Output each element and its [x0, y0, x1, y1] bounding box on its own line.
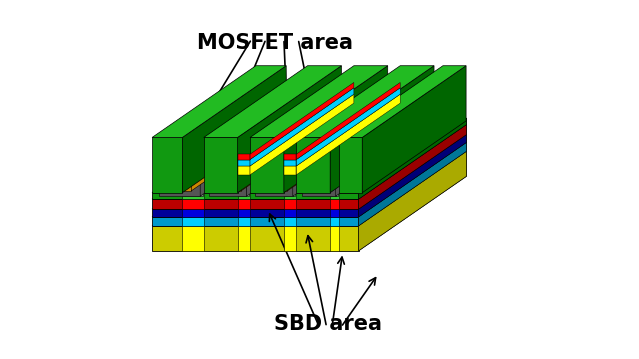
Polygon shape: [159, 178, 200, 196]
Bar: [182, 217, 204, 226]
Polygon shape: [296, 66, 434, 137]
Bar: [284, 154, 296, 159]
Bar: [238, 177, 249, 196]
Polygon shape: [152, 137, 182, 193]
Bar: [238, 154, 250, 159]
Polygon shape: [209, 107, 350, 178]
Polygon shape: [261, 183, 288, 191]
Polygon shape: [152, 135, 466, 209]
Polygon shape: [250, 88, 354, 166]
Polygon shape: [330, 66, 434, 193]
Polygon shape: [288, 111, 391, 191]
Polygon shape: [302, 178, 335, 196]
Polygon shape: [159, 107, 304, 178]
Polygon shape: [204, 66, 341, 137]
Polygon shape: [215, 111, 345, 183]
Bar: [284, 226, 296, 251]
Polygon shape: [293, 107, 397, 196]
Polygon shape: [335, 107, 440, 196]
Bar: [330, 226, 339, 251]
Polygon shape: [191, 111, 295, 191]
Text: MOSFET area: MOSFET area: [197, 33, 353, 53]
Polygon shape: [358, 135, 466, 217]
Bar: [331, 177, 338, 196]
Bar: [238, 209, 250, 217]
Polygon shape: [261, 111, 391, 183]
Bar: [238, 166, 250, 175]
Bar: [238, 193, 250, 199]
Polygon shape: [152, 193, 358, 199]
Bar: [330, 193, 339, 199]
Bar: [182, 193, 204, 199]
Polygon shape: [284, 66, 388, 193]
Polygon shape: [358, 143, 466, 226]
Polygon shape: [339, 137, 362, 193]
Polygon shape: [152, 151, 466, 226]
Polygon shape: [152, 125, 466, 199]
Polygon shape: [165, 111, 295, 183]
Bar: [284, 193, 296, 199]
Polygon shape: [152, 209, 358, 217]
Polygon shape: [152, 199, 358, 209]
Polygon shape: [302, 107, 440, 178]
Bar: [182, 209, 204, 217]
Polygon shape: [209, 178, 247, 196]
Bar: [182, 199, 204, 209]
Polygon shape: [296, 94, 400, 175]
Polygon shape: [358, 118, 466, 199]
Text: SBD area: SBD area: [274, 314, 382, 335]
Bar: [284, 209, 296, 217]
Polygon shape: [152, 217, 358, 226]
Polygon shape: [247, 107, 350, 196]
Polygon shape: [358, 135, 466, 217]
Polygon shape: [204, 137, 238, 193]
Polygon shape: [296, 83, 400, 159]
Bar: [284, 159, 296, 166]
Bar: [238, 159, 250, 166]
Polygon shape: [250, 66, 388, 137]
Bar: [182, 226, 204, 251]
Polygon shape: [200, 107, 304, 196]
Polygon shape: [250, 83, 354, 159]
Polygon shape: [358, 125, 466, 209]
Polygon shape: [358, 125, 466, 209]
Polygon shape: [152, 143, 466, 217]
Polygon shape: [238, 66, 341, 193]
Polygon shape: [165, 183, 191, 191]
Polygon shape: [362, 66, 466, 193]
Bar: [284, 166, 296, 175]
Bar: [284, 199, 296, 209]
Bar: [330, 217, 339, 226]
Polygon shape: [241, 111, 345, 191]
Bar: [285, 177, 295, 196]
Bar: [238, 217, 250, 226]
Polygon shape: [358, 151, 466, 251]
Polygon shape: [215, 183, 241, 191]
Bar: [238, 226, 250, 251]
Bar: [183, 177, 203, 196]
Polygon shape: [256, 178, 293, 196]
Polygon shape: [152, 226, 358, 251]
Polygon shape: [296, 88, 400, 166]
Polygon shape: [358, 143, 466, 226]
Bar: [238, 199, 250, 209]
Bar: [330, 209, 339, 217]
Polygon shape: [296, 137, 330, 193]
Bar: [330, 199, 339, 209]
Polygon shape: [250, 94, 354, 175]
Polygon shape: [358, 118, 466, 199]
Polygon shape: [339, 66, 466, 137]
Polygon shape: [250, 137, 284, 193]
Polygon shape: [256, 107, 397, 178]
Polygon shape: [182, 66, 286, 193]
Bar: [284, 217, 296, 226]
Polygon shape: [152, 118, 466, 193]
Polygon shape: [152, 66, 286, 137]
Polygon shape: [358, 151, 466, 251]
